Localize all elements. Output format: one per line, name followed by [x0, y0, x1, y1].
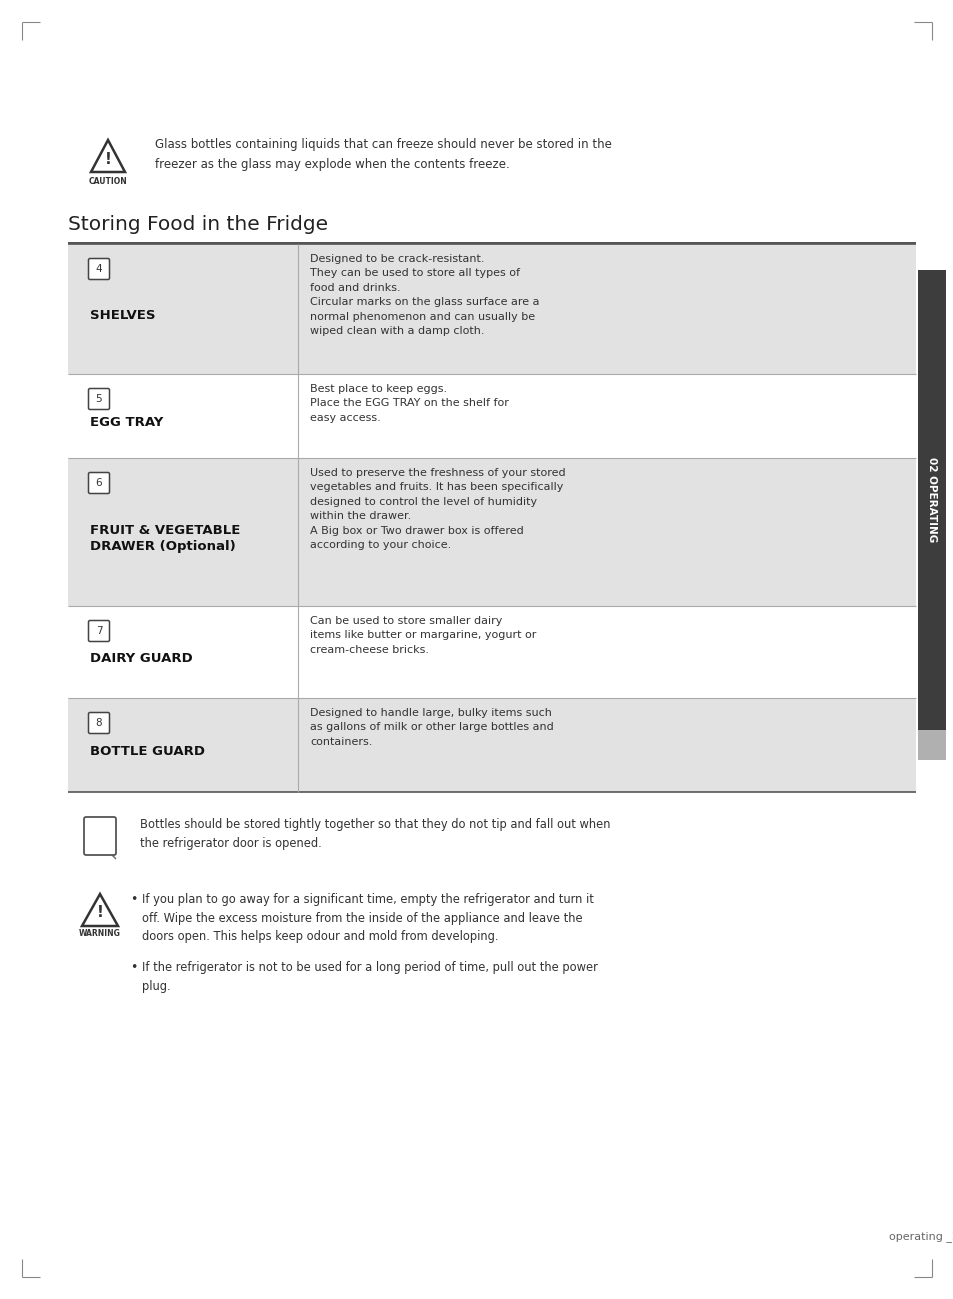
Text: 02 OPERATING: 02 OPERATING	[926, 457, 936, 543]
Text: Designed to handle large, bulky items such
as gallons of milk or other large bot: Designed to handle large, bulky items su…	[310, 708, 553, 747]
Text: Used to preserve the freshness of your stored
vegetables and fruits. It has been: Used to preserve the freshness of your s…	[310, 468, 565, 549]
Text: operating _21: operating _21	[888, 1231, 953, 1242]
Text: DAIRY GUARD: DAIRY GUARD	[90, 652, 193, 665]
Text: Storing Food in the Fridge: Storing Food in the Fridge	[68, 216, 328, 234]
FancyBboxPatch shape	[89, 388, 110, 409]
Text: FRUIT & VEGETABLE: FRUIT & VEGETABLE	[90, 523, 240, 536]
Bar	[68, 374, 915, 459]
Text: If you plan to go away for a significant time, empty the refrigerator and turn i: If you plan to go away for a significant…	[142, 892, 594, 943]
Bar	[917, 730, 945, 760]
Text: BOTTLE GUARD: BOTTLE GUARD	[90, 744, 205, 757]
Text: •: •	[130, 961, 137, 974]
Text: DRAWER (Optional): DRAWER (Optional)	[90, 539, 235, 552]
FancyBboxPatch shape	[84, 817, 116, 855]
Text: 7: 7	[95, 626, 102, 637]
Text: 4: 4	[95, 264, 102, 274]
FancyBboxPatch shape	[89, 621, 110, 642]
FancyBboxPatch shape	[89, 259, 110, 279]
Bar	[68, 698, 915, 792]
Bar	[917, 270, 945, 730]
Text: •: •	[130, 892, 137, 905]
Text: !: !	[105, 152, 112, 166]
FancyBboxPatch shape	[89, 473, 110, 494]
Text: If the refrigerator is not to be used for a long period of time, pull out the po: If the refrigerator is not to be used fo…	[142, 961, 598, 992]
Text: EGG TRAY: EGG TRAY	[90, 416, 163, 429]
Text: Bottles should be stored tightly together so that they do not tip and fall out w: Bottles should be stored tightly togethe…	[140, 818, 610, 850]
Text: freezer as the glass may explode when the contents freeze.: freezer as the glass may explode when th…	[154, 158, 509, 171]
Bar	[68, 244, 915, 374]
Text: 6: 6	[95, 478, 102, 488]
Text: 8: 8	[95, 718, 102, 727]
Text: CAUTION: CAUTION	[89, 177, 128, 186]
Text: Best place to keep eggs.
Place the EGG TRAY on the shelf for
easy access.: Best place to keep eggs. Place the EGG T…	[310, 385, 508, 422]
Bar	[68, 459, 915, 607]
FancyBboxPatch shape	[89, 712, 110, 734]
Text: Designed to be crack-resistant.
They can be used to store all types of
food and : Designed to be crack-resistant. They can…	[310, 255, 539, 336]
Text: Can be used to store smaller dairy
items like butter or margarine, yogurt or
cre: Can be used to store smaller dairy items…	[310, 616, 536, 655]
Text: WARNING: WARNING	[79, 929, 121, 938]
Text: Glass bottles containing liquids that can freeze should never be stored in the: Glass bottles containing liquids that ca…	[154, 138, 611, 151]
Text: 5: 5	[95, 394, 102, 404]
Text: !: !	[96, 904, 103, 920]
Text: SHELVES: SHELVES	[90, 308, 155, 321]
Bar	[68, 607, 915, 698]
